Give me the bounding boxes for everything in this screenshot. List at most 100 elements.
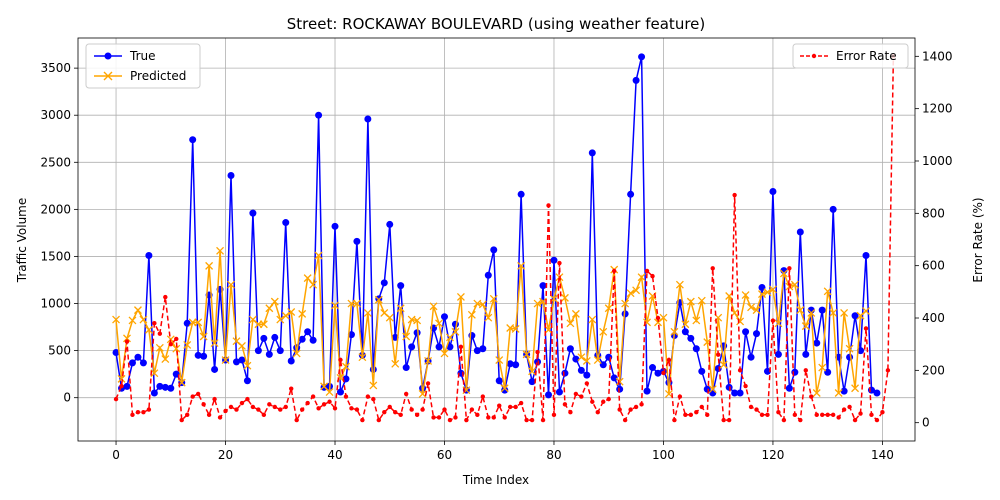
- data-point-error-rate: [770, 318, 776, 323]
- data-point-predicted: [292, 349, 301, 358]
- data-point-error-rate: [628, 407, 633, 412]
- data-point-error-rate: [644, 268, 650, 274]
- axes: 0 20 40 60 80 100 120 1400500100015002000250030…: [40, 49, 952, 462]
- legend-right-box: [792, 43, 909, 69]
- y-left-tick-label: 3500: [40, 61, 71, 75]
- data-point-true: [304, 328, 312, 336]
- data-point-error-rate: [409, 407, 414, 412]
- data-point-error-rate: [217, 415, 223, 420]
- x-tick-label: 80: [546, 448, 561, 462]
- data-point-error-rate: [579, 394, 584, 399]
- data-point-predicted: [697, 296, 706, 305]
- data-point-error-rate: [174, 336, 179, 342]
- data-point-error-rate: [677, 394, 683, 399]
- data-point-error-rate: [458, 344, 464, 349]
- data-point-true: [408, 343, 416, 351]
- data-point-true: [774, 350, 782, 358]
- data-point-predicted: [331, 301, 339, 310]
- data-point-error-rate: [343, 394, 349, 399]
- data-point-predicted: [413, 316, 422, 325]
- data-point-error-rate: [584, 381, 590, 386]
- data-point-true: [282, 219, 290, 227]
- data-point-true: [534, 358, 542, 366]
- data-point-error-rate: [141, 410, 146, 415]
- data-point-true: [446, 343, 454, 351]
- data-point-error-rate: [546, 203, 551, 208]
- data-point-predicted: [489, 294, 498, 303]
- data-point-predicted: [571, 309, 580, 318]
- series-error-rate: [113, 54, 896, 423]
- data-point-error-rate: [776, 410, 781, 415]
- data-point-true: [451, 320, 459, 328]
- legend-true-label: True: [129, 49, 156, 63]
- data-point-true: [747, 353, 755, 361]
- data-point-predicted: [342, 362, 350, 371]
- data-point-error-rate: [639, 402, 644, 407]
- data-point-true: [550, 256, 558, 264]
- data-point-true: [298, 335, 306, 343]
- data-point-true: [840, 387, 848, 395]
- data-point-error-rate: [250, 404, 256, 410]
- data-point-error-rate: [595, 410, 600, 415]
- data-point-error-rate: [124, 339, 130, 344]
- data-point-error-rate: [825, 412, 830, 418]
- y-right-tick-label: 200: [922, 363, 945, 377]
- data-point-true: [490, 246, 498, 254]
- data-point-true: [649, 364, 657, 372]
- data-point-error-rate: [480, 394, 486, 399]
- x-tick-label: 0: [112, 448, 120, 462]
- data-point-error-rate: [863, 326, 869, 331]
- data-point-error-rate: [185, 412, 190, 418]
- plot-series: [112, 53, 896, 423]
- data-point-true: [561, 369, 569, 377]
- data-point-predicted: [615, 377, 624, 386]
- data-point-error-rate: [737, 368, 743, 373]
- data-point-predicted: [117, 374, 126, 383]
- data-point-error-rate: [212, 396, 217, 402]
- data-point-error-rate: [475, 412, 480, 418]
- data-point-true: [183, 319, 191, 327]
- y-left-tick-label: 2000: [40, 202, 71, 216]
- data-point-error-rate: [403, 391, 409, 397]
- data-point-error-rate: [836, 415, 841, 420]
- data-point-true: [791, 368, 799, 376]
- data-point-error-rate: [321, 402, 327, 407]
- data-point-error-rate: [283, 404, 288, 410]
- data-point-true: [128, 359, 136, 367]
- data-point-predicted: [325, 388, 334, 396]
- data-point-true: [440, 313, 448, 321]
- data-point-true: [315, 111, 323, 119]
- data-point-error-rate: [486, 415, 491, 420]
- data-point-error-rate: [540, 417, 546, 423]
- data-point-predicted: [845, 344, 854, 353]
- data-point-true: [829, 205, 837, 213]
- data-point-error-rate: [551, 412, 557, 418]
- data-point-error-rate: [234, 407, 239, 412]
- data-point-predicted: [358, 353, 367, 362]
- data-point-predicted: [533, 299, 542, 308]
- data-point-true: [260, 334, 268, 342]
- data-point-error-rate: [507, 404, 513, 410]
- data-point-predicted: [823, 287, 832, 296]
- data-point-predicted: [183, 340, 192, 349]
- data-point-predicted: [834, 389, 843, 397]
- x-tick-label: 60: [437, 448, 452, 462]
- data-point-predicted: [418, 389, 427, 398]
- y-left-tick-label: 2500: [40, 155, 71, 169]
- data-point-error-rate: [759, 412, 765, 418]
- data-point-true: [709, 389, 717, 397]
- data-point-error-rate: [299, 407, 305, 412]
- data-point-error-rate: [491, 415, 496, 420]
- data-point-error-rate: [256, 407, 261, 412]
- data-point-error-rate: [294, 417, 299, 423]
- y-right-tick-label: 800: [922, 206, 945, 220]
- data-point-true: [167, 384, 175, 392]
- data-point-true: [123, 382, 131, 390]
- x-tick-label: 140: [871, 448, 894, 462]
- data-point-error-rate: [305, 400, 310, 406]
- data-point-predicted: [287, 308, 296, 316]
- data-point-error-rate: [841, 407, 847, 412]
- data-point-error-rate: [809, 394, 814, 399]
- data-point-true: [555, 388, 563, 396]
- data-point-true: [692, 345, 700, 353]
